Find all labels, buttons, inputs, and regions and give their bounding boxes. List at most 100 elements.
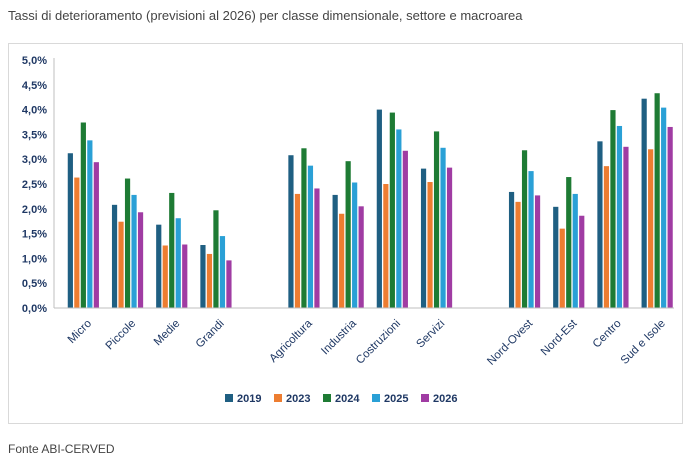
category-sud-e-isole: [641, 93, 673, 309]
bar-2024: [213, 210, 219, 308]
bar-2024: [80, 122, 86, 308]
category-nord-ovest: [508, 150, 541, 308]
bar-2026: [534, 195, 541, 308]
category-costruzioni: [376, 109, 408, 308]
x-tick-label: Nord-Ovest: [485, 317, 536, 368]
y-tick-label: 3,5%: [22, 129, 47, 141]
bar-2026: [623, 146, 629, 308]
bar-2023: [383, 184, 389, 308]
bar-2023: [206, 253, 213, 308]
bar-2025: [661, 107, 667, 308]
bar-2024: [433, 131, 440, 308]
bar-2019: [156, 224, 162, 308]
legend-swatch: [274, 394, 282, 402]
bar-2025: [87, 140, 93, 308]
x-tick-label: Centro: [591, 318, 624, 351]
x-tick-label: Industria: [319, 317, 359, 357]
bar-2023: [294, 193, 301, 308]
bar-2026: [446, 167, 453, 308]
bar-2024: [566, 177, 572, 308]
y-axis: 0,0% 0,5% 1,0% 1,5% 2,0% 2,5% 3,0% 3,5% 4,0% 4,5%…: [22, 55, 55, 315]
legend-label: 2025: [384, 393, 408, 405]
bar-2024: [124, 178, 131, 308]
bar-2024: [610, 110, 616, 308]
bar-2019: [641, 98, 647, 308]
bar-2026: [358, 206, 364, 308]
chart-frame: 0,0% 0,5% 1,0% 1,5% 2,0% 2,5% 3,0% 3,5% 4,0% 4,5%…: [8, 43, 683, 424]
y-tick-label: 3,0%: [22, 154, 47, 166]
category-micro: [67, 122, 99, 308]
bar-2025: [307, 165, 314, 308]
x-tick-label: Costruzioni: [354, 318, 403, 367]
bar-2023: [648, 149, 654, 308]
y-tick-label: 1,0%: [22, 253, 47, 265]
bar-2024: [654, 93, 660, 308]
y-tick-label: 4,0%: [22, 105, 47, 117]
x-tick-label: Nord-Est: [539, 317, 580, 358]
bar-2026: [182, 244, 188, 308]
x-tick-label: Piccole: [104, 318, 139, 353]
bar-2025: [175, 218, 181, 308]
bar-2026: [93, 162, 99, 308]
bar-2024: [169, 192, 175, 308]
x-tick-label: Medie: [152, 318, 183, 349]
bar-2024: [521, 150, 528, 308]
legend-item-2025: 2025: [372, 393, 408, 405]
y-tick-label: 5,0%: [22, 55, 47, 67]
bar-2026: [226, 260, 232, 308]
bar-2025: [528, 171, 534, 308]
bar-2023: [118, 221, 124, 308]
category-servizi: [420, 131, 453, 308]
source-note: Fonte ABI-CERVED: [8, 442, 115, 456]
legend-item-2023: 2023: [274, 393, 310, 405]
legend-swatch: [372, 394, 380, 402]
bar-2024: [301, 148, 307, 308]
bar-2023: [603, 166, 610, 308]
x-tick-label: Micro: [66, 318, 94, 346]
deterioration-rate-bar-chart: 0,0% 0,5% 1,0% 1,5% 2,0% 2,5% 3,0% 3,5% 4,0% 4,5%…: [22, 55, 674, 405]
bar-2019: [332, 194, 338, 308]
y-tick-label: 2,0%: [22, 204, 47, 216]
category-centro: [597, 110, 629, 308]
legend-label: 2023: [286, 393, 310, 405]
bar-2019: [508, 191, 515, 308]
bar-2019: [597, 141, 603, 308]
bar-2024: [389, 112, 395, 308]
bar-2026: [579, 215, 585, 308]
bar-2025: [616, 125, 623, 308]
legend-label: 2026: [433, 393, 457, 405]
x-tick-label: Sud e Isole: [619, 318, 668, 367]
category-agricoltura: [288, 148, 320, 308]
category-industria: [332, 161, 364, 308]
bar-2019: [111, 204, 118, 308]
y-tick-label: 0,5%: [22, 278, 47, 290]
y-tick-label: 0,0%: [22, 303, 47, 315]
legend-swatch: [323, 394, 331, 402]
bar-2023: [339, 213, 345, 308]
bar-2019: [420, 168, 427, 308]
bar-2019: [288, 155, 294, 308]
bar-2019: [553, 206, 559, 308]
bar-2025: [396, 129, 402, 308]
bar-2025: [131, 194, 137, 308]
bar-2025: [440, 147, 446, 308]
legend-item-2024: 2024: [323, 393, 360, 405]
x-axis: Micro Piccole Medie Grandi Agricoltura Indust…: [54, 307, 674, 368]
bar-2026: [137, 212, 144, 308]
bar-2025: [352, 182, 358, 308]
category-piccole: [111, 178, 144, 308]
x-tick-label: Grandi: [194, 318, 227, 351]
x-tick-label: Servizi: [414, 318, 447, 351]
legend: 2019 2023 2024 2025 2026: [225, 393, 457, 405]
legend-label: 2019: [237, 393, 261, 405]
legend-label: 2024: [335, 393, 360, 405]
x-tick-label: Agricoltura: [267, 317, 315, 365]
category-medie: [156, 192, 188, 308]
bar-2023: [559, 228, 565, 308]
bar-2026: [667, 126, 673, 309]
bar-2019: [200, 245, 206, 308]
bar-2026: [402, 150, 408, 308]
legend-swatch: [421, 394, 429, 402]
legend-item-2019: 2019: [225, 393, 261, 405]
page-title: Tassi di deterioramento (previsioni al 2…: [8, 8, 523, 23]
